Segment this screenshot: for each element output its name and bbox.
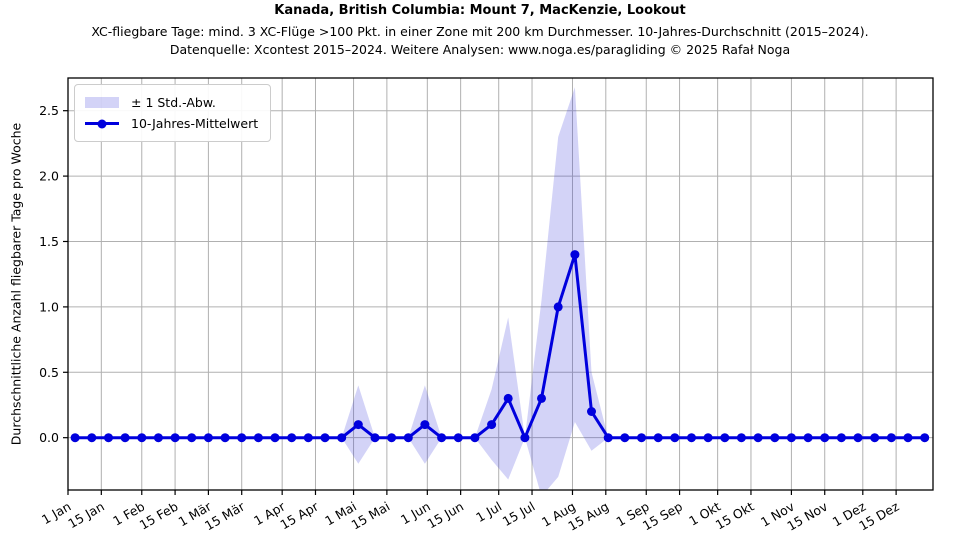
x-tick-label: 1 Jul	[473, 499, 504, 525]
x-tick-label: 15 Jun	[425, 499, 467, 532]
data-point-marker	[904, 433, 913, 442]
data-point-marker	[271, 433, 280, 442]
data-point-marker	[837, 433, 846, 442]
legend-mean-label: 10-Jahres-Mittelwert	[131, 113, 258, 134]
data-point-marker	[520, 433, 529, 442]
data-point-marker	[71, 433, 80, 442]
data-point-marker	[854, 433, 863, 442]
data-point-marker	[504, 394, 513, 403]
x-tick-label: 15 Jan	[65, 499, 106, 532]
y-tick-label: 0.5	[39, 365, 59, 380]
data-point-marker	[720, 433, 729, 442]
data-point-marker	[687, 433, 696, 442]
data-point-marker	[454, 433, 463, 442]
data-point-marker	[104, 433, 113, 442]
legend-std-label: ± 1 Std.-Abw.	[131, 92, 216, 113]
y-tick-label: 2.0	[39, 169, 59, 184]
data-point-marker	[337, 433, 346, 442]
x-tick-label: 15 Apr	[278, 498, 322, 532]
data-point-marker	[354, 420, 363, 429]
data-point-marker	[304, 433, 313, 442]
data-point-marker	[554, 302, 563, 311]
data-point-marker	[737, 433, 746, 442]
data-point-marker	[604, 433, 613, 442]
data-point-marker	[404, 433, 413, 442]
x-tick-label: 15 Jul	[500, 499, 538, 529]
data-point-marker	[154, 433, 163, 442]
data-point-marker	[870, 433, 879, 442]
data-point-marker	[221, 433, 230, 442]
data-point-marker	[437, 433, 446, 442]
data-point-marker	[770, 433, 779, 442]
std-band-swatch	[85, 97, 119, 108]
mean-marker-dot	[98, 119, 107, 128]
y-tick-label: 0.0	[39, 430, 59, 445]
data-point-marker	[121, 433, 130, 442]
data-point-marker	[537, 394, 546, 403]
mean-line-swatch	[85, 122, 119, 125]
y-tick-label: 2.5	[39, 103, 59, 118]
data-point-marker	[920, 433, 929, 442]
data-point-marker	[637, 433, 646, 442]
legend-item-mean-line: 10-Jahres-Mittelwert	[85, 113, 258, 134]
y-tick-label: 1.5	[39, 234, 59, 249]
data-point-marker	[87, 433, 96, 442]
data-point-marker	[420, 420, 429, 429]
data-point-marker	[620, 433, 629, 442]
data-point-marker	[204, 433, 213, 442]
data-point-marker	[371, 433, 380, 442]
x-tick-label: 15 Okt	[713, 499, 757, 533]
chart-source: Datenquelle: Xcontest 2015–2024. Weitere…	[0, 42, 960, 57]
x-tick-label: 15 Feb	[137, 499, 181, 533]
plot-svg: 1 Jan15 Jan1 Feb15 Feb1 Mär15 Mär1 Apr15…	[0, 0, 960, 540]
data-point-marker	[321, 433, 330, 442]
legend: ± 1 Std.-Abw. 10-Jahres-Mittelwert	[74, 84, 271, 142]
data-point-marker	[754, 433, 763, 442]
data-point-marker	[670, 433, 679, 442]
data-point-marker	[287, 433, 296, 442]
data-point-marker	[787, 433, 796, 442]
data-point-marker	[254, 433, 263, 442]
data-point-marker	[654, 433, 663, 442]
data-point-marker	[187, 433, 196, 442]
chart-subtitle: XC-fliegbare Tage: mind. 3 XC-Flüge >100…	[0, 24, 960, 39]
data-point-marker	[171, 433, 180, 442]
data-point-marker	[237, 433, 246, 442]
data-point-marker	[137, 433, 146, 442]
data-point-marker	[387, 433, 396, 442]
data-point-marker	[470, 433, 479, 442]
chart-title: Kanada, British Columbia: Mount 7, MacKe…	[0, 3, 960, 18]
y-tick-label: 1.0	[39, 299, 59, 314]
x-tick-label: 15 Mai	[349, 499, 393, 533]
data-point-marker	[887, 433, 896, 442]
data-point-marker	[587, 407, 596, 416]
data-point-marker	[487, 420, 496, 429]
y-axis-label: Durchschnittliche Anzahl fliegbarer Tage…	[9, 123, 24, 445]
data-point-marker	[704, 433, 713, 442]
data-point-marker	[804, 433, 813, 442]
data-point-marker	[820, 433, 829, 442]
legend-item-std-band: ± 1 Std.-Abw.	[85, 92, 258, 113]
data-point-marker	[570, 250, 579, 259]
chart-figure: 1 Jan15 Jan1 Feb15 Feb1 Mär15 Mär1 Apr15…	[0, 0, 960, 540]
